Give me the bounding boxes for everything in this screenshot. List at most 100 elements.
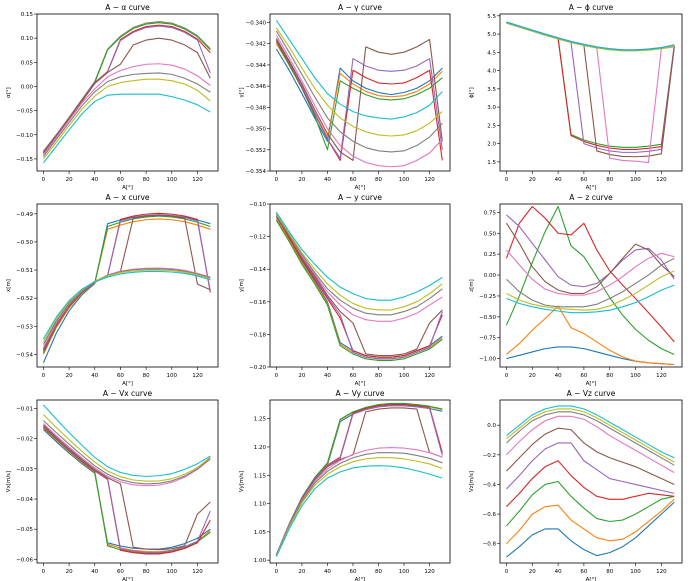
y-tick-label: 0.15 <box>21 12 34 18</box>
series-line-10 <box>275 20 443 120</box>
y-axis-label: z[m] <box>469 279 475 292</box>
x-axis-label: A[°] <box>122 185 133 191</box>
y-axis-label: Vz[m/s] <box>469 471 475 492</box>
x-tick-label: 40 <box>555 569 562 575</box>
series-line-10 <box>275 211 443 301</box>
x-tick-label: 80 <box>143 177 150 183</box>
y-tick-label: 1.25 <box>254 417 267 423</box>
series-line-9 <box>275 27 443 137</box>
series-line-10 <box>506 21 675 51</box>
y-tick-label: −0.342 <box>246 42 266 48</box>
x-tick-label: 60 <box>117 569 124 575</box>
series-line-10 <box>275 465 443 558</box>
series-line-4 <box>505 205 675 343</box>
x-tick-label: 20 <box>298 569 305 575</box>
x-tick-label: 20 <box>298 177 305 183</box>
x-tick-label: 100 <box>167 373 178 379</box>
x-axis-label: A[°] <box>586 577 597 581</box>
series-line-5 <box>506 22 675 153</box>
x-axis-label: A[°] <box>355 577 366 581</box>
y-tick-label: −0.02 <box>16 437 33 443</box>
x-tick-label: 40 <box>324 177 331 183</box>
y-tick-label: 3.5 <box>487 87 496 93</box>
y-tick-label: −0.4 <box>483 482 497 488</box>
x-tick-label: 120 <box>192 373 203 379</box>
x-tick-label: 40 <box>91 177 98 183</box>
x-tick-label: 60 <box>349 373 356 379</box>
axes-frame <box>499 13 683 172</box>
series-line-6 <box>506 427 675 485</box>
y-axis-label: α[°] <box>6 87 12 98</box>
y-axis-label: γ[°] <box>239 87 245 97</box>
series-line-5 <box>43 425 211 553</box>
y-tick-label: 1.15 <box>254 473 267 479</box>
x-tick-label: 20 <box>66 373 73 379</box>
series-line-8 <box>506 257 675 308</box>
series-line-3 <box>275 220 443 362</box>
series-line-6 <box>43 424 211 551</box>
subplot-3: A − ϕ curve 0 20 40 60 80 100 120 1.5 2.0 2.5 3.0 3.… <box>469 3 683 191</box>
x-tick-label: 100 <box>630 373 641 379</box>
series-line-8 <box>42 268 211 345</box>
y-tick-label: −0.75 <box>479 336 496 342</box>
x-tick-label: 0 <box>505 373 509 379</box>
series-line-3 <box>506 21 675 148</box>
series-line-4 <box>43 426 211 555</box>
y-tick-label: 0.05 <box>21 60 34 66</box>
subplot-title: A − y curve <box>338 193 382 202</box>
series-line-9 <box>42 269 211 342</box>
y-tick-label: 1.05 <box>254 530 267 536</box>
x-tick-label: 60 <box>580 569 587 575</box>
x-tick-label: 120 <box>424 569 435 575</box>
y-tick-label: 1.5 <box>487 160 496 166</box>
y-tick-label: −0.25 <box>479 294 496 300</box>
subplot-title: A − α curve <box>105 3 150 12</box>
x-tick-label: 40 <box>91 569 98 575</box>
series-line-4 <box>506 22 675 151</box>
axes-frame <box>499 203 683 368</box>
series-line-6 <box>42 37 211 154</box>
axes-frame <box>499 399 683 564</box>
x-tick-label: 40 <box>324 373 331 379</box>
x-tick-label: 0 <box>275 177 279 183</box>
x-tick-label: 120 <box>424 373 435 379</box>
series-line-2 <box>42 218 211 355</box>
x-tick-label: 0 <box>42 177 46 183</box>
x-tick-label: 100 <box>167 569 178 575</box>
x-tick-label: 60 <box>349 177 356 183</box>
y-tick-label: −0.346 <box>246 84 267 90</box>
y-axis-label: ϕ[°] <box>469 87 475 98</box>
x-tick-label: 80 <box>375 569 382 575</box>
y-tick-label: −0.10 <box>249 202 266 208</box>
x-axis-label: A[°] <box>586 381 597 387</box>
axes-frame <box>36 399 219 564</box>
series-line-9 <box>506 270 675 311</box>
series-line-3 <box>42 215 211 354</box>
series-line-7 <box>275 34 443 168</box>
y-tick-label: 0.00 <box>21 84 34 90</box>
series-line-6 <box>275 38 443 161</box>
y-tick-label: −0.2 <box>483 453 496 459</box>
series-line-6 <box>275 407 443 556</box>
subplot-4: A − x curve 0 20 40 60 80 100 120 −0.54 −0.53 −0.5… <box>6 193 219 387</box>
axes-frame <box>269 399 451 564</box>
x-tick-label: 0 <box>42 569 46 575</box>
y-tick-label: 1.20 <box>254 445 267 451</box>
y-tick-label: −0.20 <box>249 365 266 371</box>
series-line-3 <box>275 402 443 555</box>
series-line-10 <box>43 404 211 477</box>
series-line-2 <box>275 403 443 556</box>
series-line-6 <box>505 222 675 294</box>
subplot-8: A − Vy curve 0 20 40 60 80 100 120 1.00 1.05 1.10 1… <box>239 389 451 581</box>
x-tick-label: 0 <box>42 373 46 379</box>
series-line-7 <box>506 415 675 474</box>
x-tick-label: 120 <box>424 177 435 183</box>
y-tick-label: −0.05 <box>16 109 33 115</box>
y-tick-label: −0.354 <box>246 169 267 175</box>
series-line-10 <box>506 284 675 314</box>
x-tick-label: 80 <box>606 569 613 575</box>
subplot-6: A − z curve 0 20 40 60 80 100 120 −1.00 −0.75 −0.5… <box>469 193 683 387</box>
y-tick-label: −0.05 <box>16 527 33 533</box>
y-tick-label: −0.03 <box>16 467 33 473</box>
x-tick-label: 60 <box>580 373 587 379</box>
